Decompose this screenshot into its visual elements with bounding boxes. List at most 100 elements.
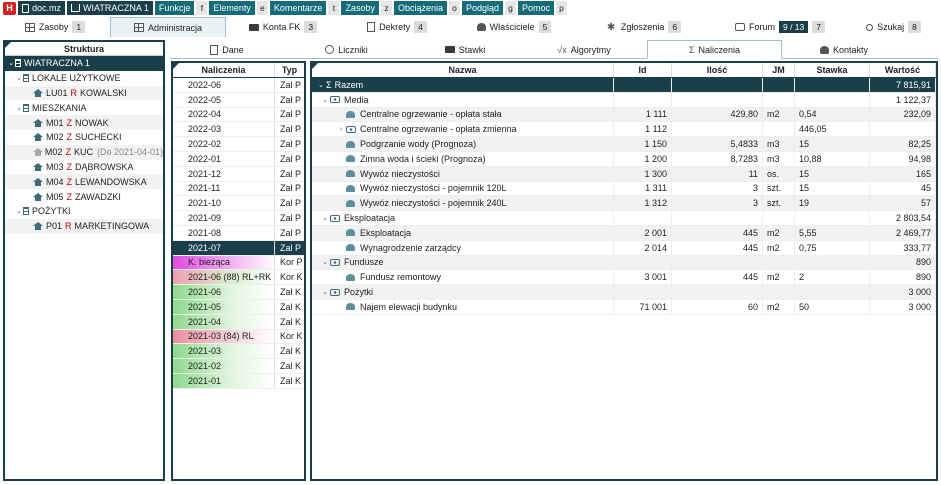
tab-forum[interactable]: Forum 9 / 13 7 bbox=[714, 18, 846, 36]
charge-row[interactable]: › Centralne ogrzewanie - opłata zmienna 1 … bbox=[312, 122, 936, 138]
expand-toggle-icon[interactable]: › bbox=[339, 125, 343, 133]
naliczenie-row[interactable]: 2021-12 Zal P bbox=[173, 166, 304, 182]
naliczenie-name: 2022-02 bbox=[173, 137, 275, 151]
collapse-icon[interactable]: ⌄ bbox=[8, 60, 14, 68]
naliczenie-name: 2021-07 bbox=[173, 240, 275, 255]
tab-wlasciciele[interactable]: Właściciele 5 bbox=[454, 18, 574, 36]
tree-item-unit[interactable]: M04 Z LEWANDOWSKA bbox=[5, 174, 163, 190]
column-header-nazwa[interactable]: Nazwa bbox=[312, 63, 614, 77]
tree-item-unit[interactable]: P01 R MARKETINGOWA bbox=[5, 218, 163, 234]
tab-dekrety[interactable]: Dekrety 4 bbox=[340, 18, 454, 36]
subtab-stawki[interactable]: Stawki bbox=[409, 40, 521, 59]
subtab-dane[interactable]: Dane bbox=[170, 40, 284, 59]
charge-row[interactable]: Wynagrodzenie zarządcy 2 014 445 m2 0,75 333,… bbox=[312, 240, 936, 256]
charge-name: Wywóz nieczystości - pojemnik 120L bbox=[360, 183, 507, 194]
expand-toggle-icon[interactable]: ⌄ bbox=[318, 81, 324, 89]
naliczenie-row[interactable]: 2022-02 Zal P bbox=[173, 137, 304, 152]
naliczenie-row[interactable]: 2021-07 Zal P bbox=[173, 240, 304, 256]
menu-zasoby[interactable]: Zasoby bbox=[341, 1, 379, 15]
corner-marker bbox=[312, 63, 318, 69]
charge-row[interactable]: Wywóz nieczystości 1 300 11 os. 15 165 bbox=[312, 166, 936, 182]
total-row[interactable]: ⌄ Σ Razem 7 815,91 bbox=[312, 78, 936, 93]
menu-pomoc[interactable]: Pomoc bbox=[518, 1, 555, 15]
tree-item-unit[interactable]: M02 Z SUCHECKI bbox=[5, 130, 163, 145]
group-row[interactable]: ⌄ Fundusze 890 bbox=[312, 255, 936, 271]
charge-row[interactable]: Zimna woda i ścieki (Prognoza) 1 200 8,728… bbox=[312, 151, 936, 167]
naliczenie-row[interactable]: 2021-03 Zal K bbox=[173, 344, 304, 360]
naliczenie-row[interactable]: 2021-02 Zal K bbox=[173, 359, 304, 374]
collapse-icon[interactable]: ⌄ bbox=[16, 104, 22, 112]
charge-row[interactable]: Podgrzanie wody (Prognoza) 1 150 5,4833 m3 1… bbox=[312, 137, 936, 152]
column-header-ilosc[interactable]: Ilość bbox=[672, 63, 763, 77]
naliczenie-row[interactable]: 2022-06 Zal P bbox=[173, 78, 304, 93]
naliczenie-row[interactable]: 2022-01 Zal P bbox=[173, 151, 304, 167]
subtab-kontakty[interactable]: Kontakty bbox=[782, 40, 906, 59]
naliczenie-row[interactable]: 2022-04 Zal P bbox=[173, 107, 304, 123]
naliczenie-row[interactable]: 2021-04 Zal K bbox=[173, 314, 304, 330]
group-row[interactable]: ⌄ Eksploatacja 2 803,54 bbox=[312, 211, 936, 226]
column-header-wartosc[interactable]: Wartość bbox=[870, 63, 936, 77]
collapse-icon[interactable]: ⌄ bbox=[16, 75, 22, 83]
group-row[interactable]: ⌄ Media 1 122,37 bbox=[312, 92, 936, 108]
tab-konta-fk[interactable]: Konta FK 3 bbox=[226, 18, 340, 36]
naliczenie-row[interactable]: 2021-05 Zal K bbox=[173, 299, 304, 315]
tab-szukaj[interactable]: Szukaj 8 bbox=[846, 18, 941, 36]
naliczenie-row[interactable]: 2021-08 Zal P bbox=[173, 225, 304, 241]
menu-podglad[interactable]: Podgląd bbox=[461, 1, 504, 15]
naliczenie-row[interactable]: K. bieżąca Kor P bbox=[173, 255, 304, 271]
building-button[interactable]: WIATRACZNA 1 bbox=[67, 1, 153, 15]
charge-row[interactable]: Eksploatacja 2 001 445 m2 5,55 2 469,77 bbox=[312, 225, 936, 241]
tab-zasoby[interactable]: Zasoby 1 bbox=[0, 18, 110, 36]
tree-item-building[interactable]: ⌄ WIATRACZNA 1 bbox=[5, 56, 163, 71]
expand-toggle-icon[interactable]: ⌄ bbox=[322, 259, 328, 267]
naliczenie-row[interactable]: 2021-03 (84) RL Kor K bbox=[173, 329, 304, 345]
naliczenie-row[interactable]: 2022-05 Zal P bbox=[173, 92, 304, 108]
cell-id: 1 300 bbox=[614, 166, 672, 181]
naliczenie-row[interactable]: 2021-06 Zal K bbox=[173, 285, 304, 300]
column-header-id[interactable]: Id bbox=[614, 63, 672, 77]
charge-row[interactable]: Centralne ogrzewanie - opłata stała 1 111… bbox=[312, 107, 936, 123]
shortcut-key: z bbox=[380, 1, 392, 15]
column-header-typ[interactable]: Typ bbox=[281, 65, 298, 75]
column-header-naliczenia[interactable]: Naliczenia bbox=[173, 63, 275, 77]
menu-elementy[interactable]: Elementy bbox=[209, 1, 255, 15]
tab-administracja[interactable]: Administracja bbox=[110, 17, 226, 37]
menu-funkcje[interactable]: Funkcje bbox=[154, 1, 195, 15]
expand-toggle-icon[interactable]: ⌄ bbox=[322, 215, 328, 223]
column-header-stawka[interactable]: Stawka bbox=[795, 63, 870, 77]
subtab-algorytmy[interactable]: √x Algorytmy bbox=[521, 40, 647, 59]
subtab-naliczenia[interactable]: Σ Naliczenia bbox=[647, 40, 782, 59]
tree-item-group[interactable]: ⌄ LOKALE UŻYTKOWE bbox=[5, 71, 163, 86]
charge-row[interactable]: Fundusz remontowy 3 001 445 m2 2 890 bbox=[312, 270, 936, 286]
naliczenie-row[interactable]: 2021-06 (88) RL+RK Kor K bbox=[173, 270, 304, 286]
menu-obciazenia[interactable]: Obciążenia bbox=[393, 1, 447, 15]
naliczenie-row[interactable]: 2021-01 Zal K bbox=[173, 373, 304, 389]
expand-toggle-icon[interactable]: ⌄ bbox=[322, 96, 328, 104]
tree-item-unit[interactable]: LU01 R KOWALSKI bbox=[5, 85, 163, 101]
charge-row[interactable]: Wywóz nieczystości - pojemnik 120L 1 311 3… bbox=[312, 181, 936, 197]
tree-item-unit[interactable]: M03 Z DĄBROWSKA bbox=[5, 160, 163, 175]
charge-name: Zimna woda i ścieki (Prognoza) bbox=[360, 153, 486, 164]
tree-item-unit[interactable]: M02 Z KUC (Do 2021-04-01) bbox=[5, 144, 163, 160]
tree-item-group[interactable]: ⌄ POŻYTKI bbox=[5, 204, 163, 219]
naliczenie-row[interactable]: 2021-11 Zal P bbox=[173, 181, 304, 197]
charge-row[interactable]: Najem elewacji budynku 71 001 60 m2 50 3 000 bbox=[312, 299, 936, 315]
group-row[interactable]: ⌄ Pożytki 3 000 bbox=[312, 285, 936, 300]
naliczenie-row[interactable]: 2022-03 Zal P bbox=[173, 122, 304, 138]
cell-ilosc bbox=[672, 255, 763, 270]
tab-zgloszenia[interactable]: ✱ Zgłoszenia 6 bbox=[574, 18, 714, 36]
tree-item-unit[interactable]: M05 Z ZAWADZKI bbox=[5, 189, 163, 204]
charge-row[interactable]: Wywóz nieczystości - pojemnik 240L 1 312 3… bbox=[312, 196, 936, 212]
charge-icon bbox=[346, 184, 355, 192]
subtab-liczniki[interactable]: Liczniki bbox=[284, 40, 409, 59]
tree-item-unit[interactable]: M01 Z NOWAK bbox=[5, 115, 163, 130]
money-icon bbox=[330, 96, 340, 104]
expand-toggle-icon[interactable]: ⌄ bbox=[322, 289, 328, 297]
column-header-jm[interactable]: JM bbox=[763, 63, 795, 77]
menu-komentarze[interactable]: Komentarze bbox=[269, 1, 327, 15]
collapse-icon[interactable]: ⌄ bbox=[16, 208, 22, 216]
naliczenie-row[interactable]: 2021-09 Zal P bbox=[173, 211, 304, 226]
tree-item-group[interactable]: ⌄ MIESZKANIA bbox=[5, 100, 163, 115]
document-button[interactable]: doc.mz bbox=[18, 1, 66, 15]
naliczenie-row[interactable]: 2021-10 Zal P bbox=[173, 196, 304, 212]
